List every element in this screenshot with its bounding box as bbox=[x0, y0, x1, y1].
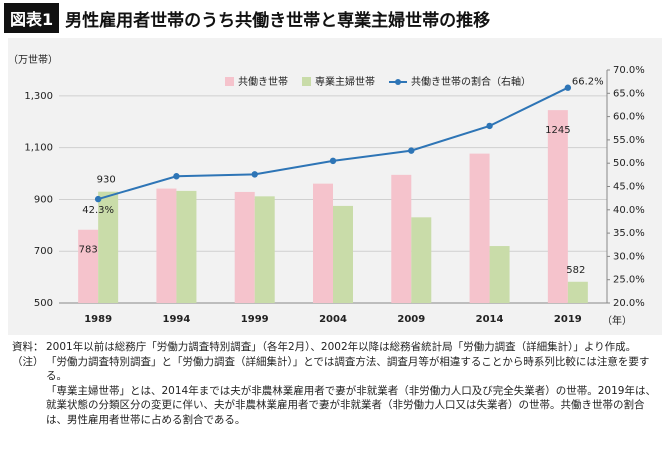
bar bbox=[176, 190, 197, 303]
value-label: 930 bbox=[97, 175, 116, 186]
bar bbox=[333, 205, 353, 303]
bar bbox=[411, 217, 432, 303]
value-label: 1245 bbox=[545, 125, 570, 136]
bar bbox=[78, 229, 99, 303]
value-label: 66.2% bbox=[572, 77, 604, 88]
notes: 資料： 2001年以前は総務庁「労働力調査特別調査」（各年2月）、2002年以降は… bbox=[12, 340, 660, 427]
y-tick-label: 1,100 bbox=[24, 143, 53, 154]
legend-label: 共働き世帯の割合（右軸） bbox=[411, 75, 531, 88]
y-tick-label: 900 bbox=[34, 194, 53, 205]
ratio-point bbox=[486, 122, 493, 130]
y2-tick-label: 50.0% bbox=[613, 158, 645, 169]
x-tick-label: 2014 bbox=[476, 314, 504, 325]
note-line: 「専業主婦世帯」とは、2014年までは夫が非農林業雇用者で妻が非就業者（非労働力… bbox=[46, 384, 656, 426]
title: 男性雇用者世帯のうち共働き世帯と専業主婦世帯の推移 bbox=[65, 10, 491, 31]
y-tick-label: 700 bbox=[34, 246, 53, 257]
source-text: 2001年以前は総務庁「労働力調査特別調査」（各年2月）、2002年以降は総務省… bbox=[46, 341, 637, 353]
y2-tick-label: 60.0% bbox=[613, 112, 645, 123]
bar bbox=[98, 191, 119, 303]
y2-tick-label: 45.0% bbox=[613, 182, 645, 193]
bar bbox=[254, 196, 275, 303]
figure-tag: 図表1 bbox=[4, 3, 60, 33]
y2-tick-label: 40.0% bbox=[613, 205, 645, 216]
bar bbox=[156, 188, 177, 303]
note-row: （注） 「労働力調査特別調査」と「労働力調査（詳細集計）」とでは調査方法、調査月等… bbox=[12, 355, 660, 428]
x-tick-label: 1994 bbox=[163, 314, 191, 325]
chart: 500 700 900 1,100 1,300 20.0% 25.0% 30.0% 35.0% 4… bbox=[8, 38, 662, 335]
ratio-point bbox=[173, 173, 180, 180]
ratio-point bbox=[94, 195, 102, 203]
ratio-point bbox=[564, 84, 572, 91]
y2-tick-label: 70.0% bbox=[613, 65, 645, 76]
ratio-point bbox=[329, 157, 337, 165]
x-tick-label: 1989 bbox=[84, 314, 112, 325]
bar bbox=[469, 153, 490, 303]
source-row: 資料： 2001年以前は総務庁「労働力調査特別調査」（各年2月）、2002年以降は… bbox=[12, 340, 660, 355]
ratio-point bbox=[251, 171, 258, 178]
value-label: 42.3% bbox=[82, 205, 114, 216]
legend-label: 専業主婦世帯 bbox=[315, 75, 375, 88]
bar bbox=[313, 183, 333, 303]
value-label: 582 bbox=[566, 265, 585, 276]
ratio-point bbox=[408, 147, 415, 154]
x-tick-label: 2009 bbox=[397, 314, 425, 325]
y2-tick-label: 55.0% bbox=[613, 135, 645, 146]
bar bbox=[567, 281, 588, 303]
legend-swatch bbox=[225, 77, 234, 86]
y-axis-label: （万世帯） bbox=[8, 53, 58, 66]
y-tick-label: 500 bbox=[34, 298, 53, 309]
y2-tick-label: 30.0% bbox=[613, 251, 645, 262]
bar bbox=[234, 191, 255, 303]
bar bbox=[391, 174, 412, 303]
legend-label: 共働き世帯 bbox=[238, 75, 288, 88]
y2-tick-label: 35.0% bbox=[613, 228, 645, 239]
note-lines: 「労働力調査特別調査」と「労働力調査（詳細集計）」とでは調査方法、調査月等が相違… bbox=[46, 355, 660, 428]
bar bbox=[547, 110, 568, 303]
y2-tick-label: 20.0% bbox=[613, 298, 645, 309]
note-label: （注） bbox=[12, 355, 44, 368]
bar bbox=[489, 246, 510, 303]
note-line: 「労働力調査特別調査」と「労働力調査（詳細集計）」とでは調査方法、調査月等が相違… bbox=[46, 355, 650, 383]
value-label: 783 bbox=[79, 245, 98, 256]
x-tick-label: 2019 bbox=[554, 314, 582, 325]
source-label: 資料： bbox=[12, 341, 44, 353]
y2-tick-label: 25.0% bbox=[613, 275, 645, 286]
x-tick-label: 1999 bbox=[241, 314, 269, 325]
x-axis-label: （年） bbox=[602, 314, 632, 327]
x-tick-label: 2004 bbox=[319, 314, 347, 325]
legend-swatch bbox=[302, 77, 311, 86]
legend-swatch bbox=[395, 79, 401, 85]
y2-tick-label: 65.0% bbox=[613, 88, 645, 99]
header: 図表1 男性雇用者世帯のうち共働き世帯と専業主婦世帯の推移 bbox=[4, 3, 491, 33]
y-tick-label: 1,300 bbox=[24, 91, 53, 102]
